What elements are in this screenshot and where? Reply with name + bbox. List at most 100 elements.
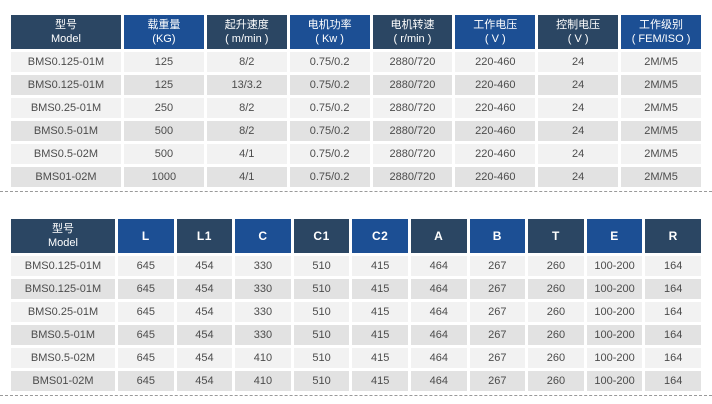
value-cell: 100-200	[586, 302, 643, 322]
header-line1: 电机功率	[307, 19, 352, 31]
value-cell: 410	[235, 348, 291, 368]
header-line1: 型号	[55, 19, 77, 31]
header-line1: C1	[313, 229, 330, 243]
value-cell: 645	[118, 325, 174, 345]
header-line2: ( V )	[484, 33, 506, 45]
value-cell: 2M/M5	[621, 52, 701, 72]
value-cell: 2880/720	[372, 167, 453, 187]
value-cell: 330	[235, 325, 291, 345]
value-cell: 13/3.2	[206, 75, 287, 95]
value-cell: 645	[118, 302, 174, 322]
value-cell: 454	[176, 325, 233, 345]
model-cell: BMS0.5-01M	[11, 325, 115, 345]
value-cell: 4/1	[206, 144, 287, 164]
column-header-r: R	[645, 219, 701, 253]
value-cell: 220-460	[455, 52, 536, 72]
value-cell: 510	[293, 348, 350, 368]
table-row: BMS0.5-01M 500 8/2 0.75/0.2 2880/720 220-460 2…	[11, 121, 701, 141]
column-header-a: A	[410, 219, 467, 253]
model-cell: BMS0.25-01M	[11, 302, 115, 322]
value-cell: 2M/M5	[621, 167, 701, 187]
header-line2: ( Kw )	[315, 33, 344, 45]
header-line1: B	[492, 229, 502, 243]
value-cell: 464	[410, 302, 467, 322]
header-line2: ( r/min )	[393, 33, 432, 45]
value-cell: 2M/M5	[621, 98, 701, 118]
value-cell: 100-200	[586, 371, 643, 391]
table-row: BMS0.25-01M 250 8/2 0.75/0.2 2880/720 220-460…	[11, 98, 701, 118]
value-cell: 330	[235, 256, 291, 276]
value-cell: 0.75/0.2	[289, 144, 370, 164]
value-cell: 100-200	[586, 325, 643, 345]
value-cell: 464	[410, 279, 467, 299]
value-cell: 510	[293, 302, 350, 322]
value-cell: 267	[469, 256, 526, 276]
header-line2: Model	[48, 237, 78, 249]
table-row: BMS0.125-01M 645 454 330 510 415 464 267 260 100-…	[11, 279, 701, 299]
value-cell: 24	[538, 52, 619, 72]
header-line1: R	[668, 229, 678, 243]
value-cell: 24	[538, 98, 619, 118]
value-cell: 454	[176, 279, 233, 299]
value-cell: 2880/720	[372, 121, 453, 141]
header-line1: 电机转速	[390, 19, 435, 31]
header-line1: 型号	[52, 223, 74, 235]
model-cell: BMS0.125-01M	[11, 52, 121, 72]
header-line2: ( FEM/ISO )	[631, 33, 691, 45]
column-header-model-or-unit: 型号 Model	[11, 219, 115, 253]
column-header-model-or-unit: 工作级别 ( FEM/ISO )	[621, 15, 701, 49]
column-header-c: C	[235, 219, 291, 253]
column-header-c1: C1	[293, 219, 350, 253]
model-cell: BMS0.5-02M	[11, 144, 121, 164]
column-header-c2: C2	[352, 219, 408, 253]
value-cell: 267	[469, 302, 526, 322]
column-header-model-or-unit: 型号 Model	[11, 15, 121, 49]
value-cell: 8/2	[206, 52, 287, 72]
value-cell: 24	[538, 144, 619, 164]
value-cell: 500	[124, 121, 204, 141]
value-cell: 0.75/0.2	[289, 98, 370, 118]
column-header-model-or-unit: 电机转速 ( r/min )	[372, 15, 453, 49]
specifications-section: 型号 Model 载重量 (KG) 起升速度 ( m/min ) 电机功率 ( Kw ) 电机转…	[0, 12, 712, 192]
column-header-t: T	[528, 219, 584, 253]
value-cell: 415	[352, 279, 408, 299]
table-row: BMS0.5-02M 645 454 410 510 415 464 267 260 100-20…	[11, 348, 701, 368]
value-cell: 0.75/0.2	[289, 52, 370, 72]
table-row: BMS0.5-01M 645 454 330 510 415 464 267 260 100-20…	[11, 325, 701, 345]
value-cell: 267	[469, 371, 526, 391]
header-line1: A	[434, 229, 444, 243]
value-cell: 220-460	[455, 167, 536, 187]
value-cell: 645	[118, 279, 174, 299]
header-line1: C	[258, 229, 268, 243]
value-cell: 250	[124, 98, 204, 118]
value-cell: 645	[118, 348, 174, 368]
value-cell: 330	[235, 279, 291, 299]
value-cell: 24	[538, 75, 619, 95]
header-row: 型号 Model L L1 C C1 C2 A B T E R	[11, 219, 701, 253]
header-line2: ( V )	[567, 33, 589, 45]
value-cell: 510	[293, 325, 350, 345]
value-cell: 164	[645, 371, 701, 391]
value-cell: 164	[645, 325, 701, 345]
header-line2: ( m/min )	[225, 33, 269, 45]
value-cell: 464	[410, 348, 467, 368]
value-cell: 454	[176, 256, 233, 276]
value-cell: 260	[528, 302, 584, 322]
value-cell: 645	[118, 256, 174, 276]
header-line2: (KG)	[152, 33, 176, 45]
value-cell: 2M/M5	[621, 75, 701, 95]
dimensions-section: 型号 Model L L1 C C1 C2 A B T E R BMS0.125-01M 645 454 33…	[0, 216, 712, 396]
value-cell: 24	[538, 167, 619, 187]
value-cell: 220-460	[455, 121, 536, 141]
value-cell: 125	[124, 52, 204, 72]
value-cell: 260	[528, 325, 584, 345]
table-row: BMS01-02M 645 454 410 510 415 464 267 260 100-200…	[11, 371, 701, 391]
value-cell: 454	[176, 348, 233, 368]
value-cell: 260	[528, 371, 584, 391]
value-cell: 260	[528, 256, 584, 276]
header-line1: 工作电压	[473, 19, 518, 31]
value-cell: 100-200	[586, 348, 643, 368]
value-cell: 464	[410, 325, 467, 345]
value-cell: 464	[410, 371, 467, 391]
